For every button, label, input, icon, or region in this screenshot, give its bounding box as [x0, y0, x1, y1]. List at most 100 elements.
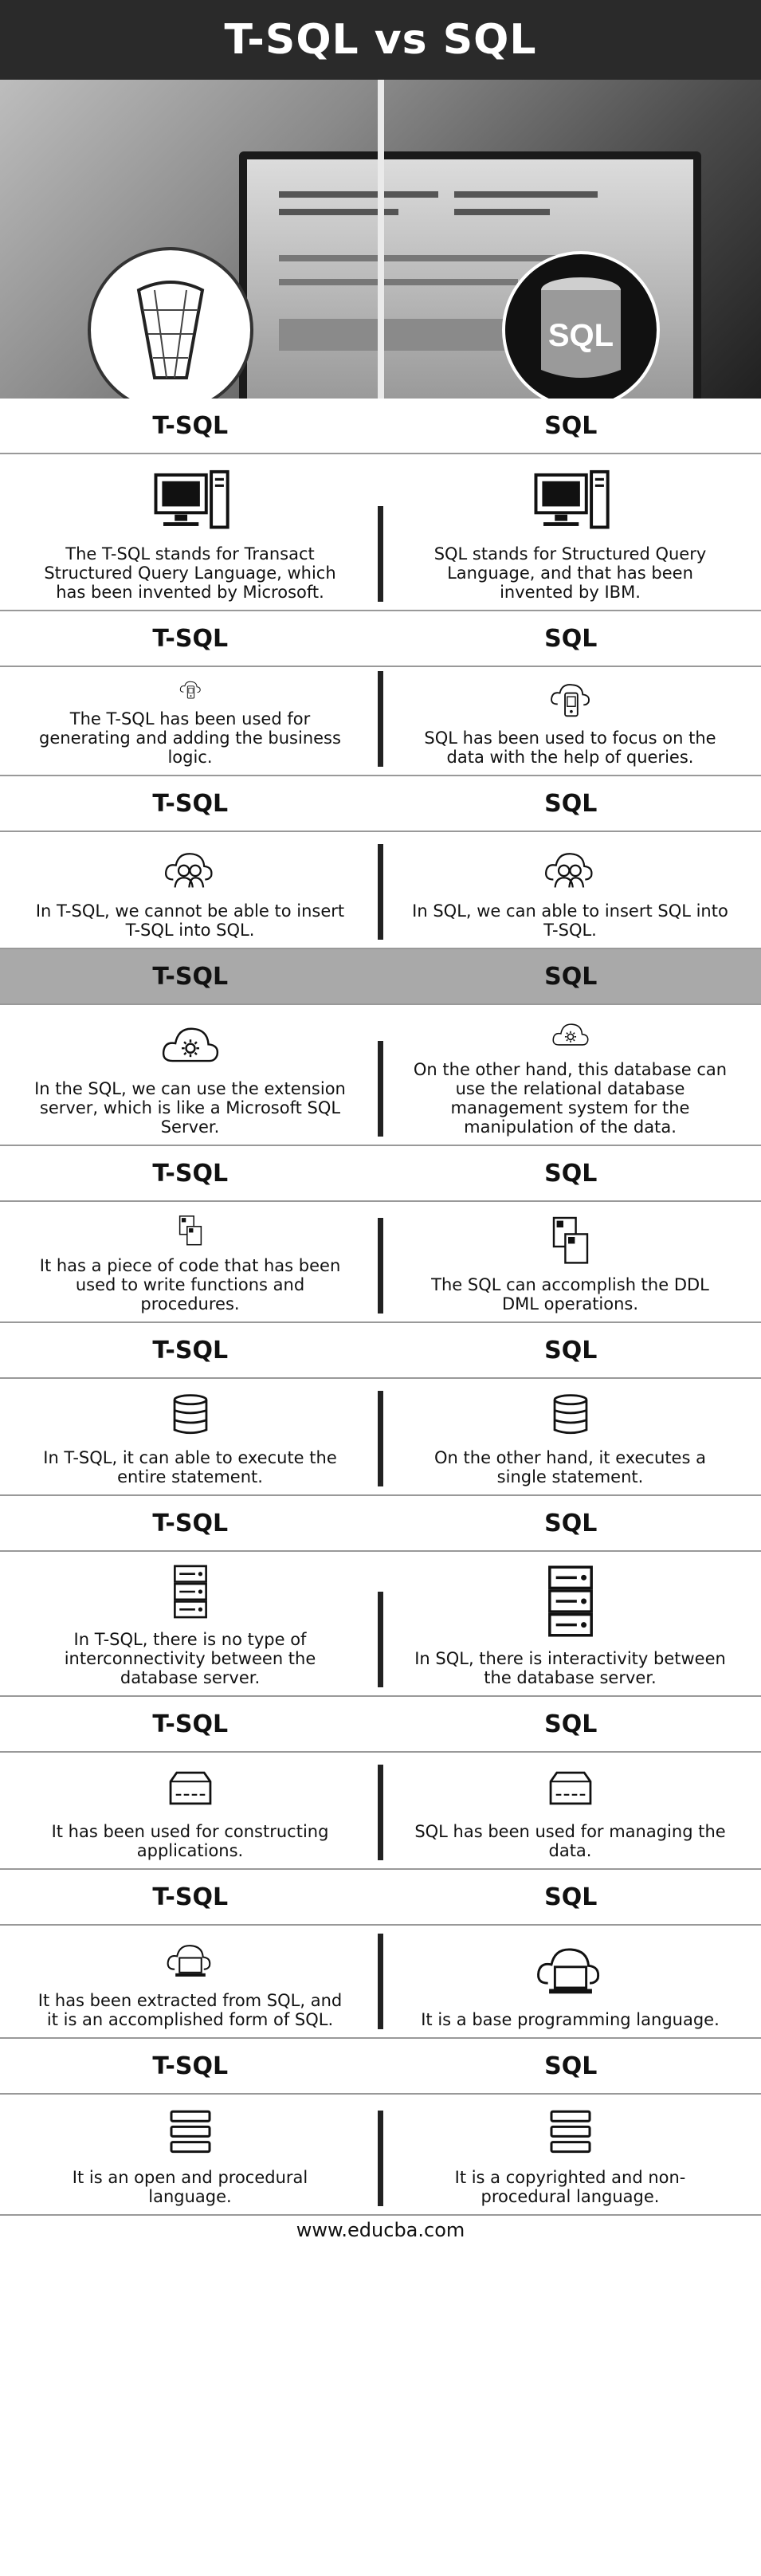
documents-icon	[552, 1216, 588, 1264]
tsql-description: It has been extracted from SQL, and it i…	[37, 1991, 343, 2029]
comparison-header-row: T-SQL SQL	[0, 399, 761, 454]
tsql-description: The T-SQL stands for Transact Structured…	[44, 544, 336, 602]
tsql-header: T-SQL	[152, 624, 229, 653]
column-divider	[378, 1592, 383, 1687]
comparison-header-row: T-SQL SQL	[0, 1323, 761, 1379]
tsql-cell: The T-SQL has been used for generating a…	[0, 667, 380, 775]
comparison-content-row: In T-SQL, there is no type of interconne…	[0, 1552, 761, 1697]
tsql-cell: It has a piece of code that has been use…	[0, 1202, 380, 1321]
comparison-header-row: T-SQL SQL	[0, 1146, 761, 1202]
tsql-header: T-SQL	[152, 411, 229, 440]
comparison-content-row: It has been extracted from SQL, and it i…	[0, 1926, 761, 2039]
cloud-gear-icon	[551, 1023, 589, 1046]
column-divider	[378, 1934, 383, 2029]
sql-description: On the other hand, this database can use…	[413, 1060, 728, 1137]
sql-logo-text: SQL	[548, 318, 614, 353]
comparison-header-row: T-SQL SQL	[0, 949, 761, 1005]
sql-description: The SQL can accomplish the DDL DML opera…	[431, 1275, 709, 1314]
title-band: T-SQL vs SQL	[0, 0, 761, 80]
tsql-description: In T-SQL, we cannot be able to insert T-…	[35, 901, 345, 940]
comparison-content-row: It has been used for constructing applic…	[0, 1753, 761, 1870]
tsql-header: T-SQL	[152, 1509, 229, 1537]
sql-header: SQL	[544, 624, 598, 653]
tsql-cell: In T-SQL, there is no type of interconne…	[0, 1552, 380, 1695]
comparison-header-row: T-SQL SQL	[0, 611, 761, 667]
documents-icon	[178, 1215, 202, 1246]
sql-cell: In SQL, we can able to insert SQL into T…	[380, 832, 760, 948]
sql-header: SQL	[544, 962, 598, 991]
tsql-header: T-SQL	[152, 1159, 229, 1188]
column-divider	[378, 844, 383, 940]
cloud-laptop-icon	[167, 1945, 210, 1977]
sql-description: SQL has been used to focus on the data w…	[424, 728, 716, 767]
column-divider	[378, 2111, 383, 2206]
tsql-description: The T-SQL has been used for generating a…	[39, 709, 341, 767]
tsql-cell: It is an open and procedural language.	[0, 2095, 380, 2214]
sql-header: SQL	[544, 789, 598, 818]
sql-description: On the other hand, it executes a single …	[434, 1448, 706, 1486]
stack-icon	[550, 2110, 590, 2154]
column-divider	[378, 1218, 383, 1314]
sql-description: It is a base programming language.	[421, 2010, 720, 2029]
comparison-content-row: In T-SQL, we cannot be able to insert T-…	[0, 832, 761, 949]
comparison-header-row: T-SQL SQL	[0, 1870, 761, 1926]
sql-cell: It is a copyrighted and non-procedural l…	[380, 2095, 760, 2214]
tsql-cell: In the SQL, we can use the extension ser…	[0, 1005, 380, 1145]
column-divider	[378, 506, 383, 602]
sql-header: SQL	[544, 2052, 598, 2080]
tsql-description: It has a piece of code that has been use…	[39, 1256, 341, 1314]
sql-header: SQL	[544, 1509, 598, 1537]
sql-cell: On the other hand, it executes a single …	[380, 1379, 760, 1494]
sql-header: SQL	[544, 1159, 598, 1188]
tsql-header: T-SQL	[152, 2052, 229, 2080]
hero-image: SQL	[0, 80, 761, 399]
sql-cell: SQL stands for Structured Query Language…	[380, 454, 760, 610]
database-icon	[553, 1394, 587, 1435]
tsql-description: In T-SQL, there is no type of interconne…	[64, 1630, 316, 1687]
sql-description: It is a copyrighted and non-procedural l…	[454, 2168, 686, 2206]
column-divider	[378, 1041, 383, 1137]
hard-drive-icon	[169, 1771, 211, 1805]
sql-cell: The SQL can accomplish the DDL DML opera…	[380, 1202, 760, 1321]
sql-header: SQL	[544, 411, 598, 440]
comparison-content-row: The T-SQL stands for Transact Structured…	[0, 454, 761, 611]
tsql-header: T-SQL	[152, 1710, 229, 1738]
sql-description: SQL stands for Structured Query Language…	[433, 544, 707, 602]
footer-url: www.educba.com	[296, 2219, 465, 2241]
database-icon	[173, 1394, 207, 1435]
comparison-content-row: The T-SQL has been used for generating a…	[0, 667, 761, 776]
cloud-phone-icon	[550, 684, 590, 717]
comparison-content-row: In T-SQL, it can able to execute the ent…	[0, 1379, 761, 1496]
tsql-description: In T-SQL, it can able to execute the ent…	[43, 1448, 337, 1486]
sql-description: In SQL, we can able to insert SQL into T…	[412, 901, 728, 940]
tsql-cell: The T-SQL stands for Transact Structured…	[0, 454, 380, 610]
cloud-users-icon	[164, 853, 213, 888]
sql-server-logo-icon	[88, 247, 253, 399]
tsql-header: T-SQL	[152, 789, 229, 818]
tsql-header: T-SQL	[152, 962, 229, 991]
sql-header: SQL	[544, 1883, 598, 1911]
sql-description: In SQL, there is interactivity between t…	[414, 1649, 726, 1687]
column-divider	[378, 1765, 383, 1860]
sql-header: SQL	[544, 1710, 598, 1738]
comparison-content-row: It is an open and procedural language. It…	[0, 2095, 761, 2216]
sql-cell: On the other hand, this database can use…	[380, 1005, 760, 1145]
tsql-cell: It has been used for constructing applic…	[0, 1753, 380, 1868]
tsql-cell: In T-SQL, it can able to execute the ent…	[0, 1379, 380, 1494]
tsql-description: In the SQL, we can use the extension ser…	[34, 1079, 346, 1137]
desktop-computer-icon	[154, 469, 229, 529]
comparison-content-row: In the SQL, we can use the extension ser…	[0, 1005, 761, 1146]
tsql-description: It is an open and procedural language.	[72, 2168, 308, 2206]
comparison-header-row: T-SQL SQL	[0, 1496, 761, 1552]
comparison-header-row: T-SQL SQL	[0, 1697, 761, 1753]
cloud-phone-icon	[179, 681, 201, 699]
sql-cell: In SQL, there is interactivity between t…	[380, 1552, 760, 1695]
column-divider	[378, 671, 383, 767]
sql-cell: SQL has been used for managing the data.	[380, 1753, 760, 1868]
comparison-header-row: T-SQL SQL	[0, 776, 761, 832]
page-title: T-SQL vs SQL	[224, 16, 537, 64]
sql-description: SQL has been used for managing the data.	[414, 1822, 726, 1860]
comparison-content-row: It has a piece of code that has been use…	[0, 1202, 761, 1323]
sql-header: SQL	[544, 1336, 598, 1365]
sql-cell: SQL has been used to focus on the data w…	[380, 667, 760, 775]
